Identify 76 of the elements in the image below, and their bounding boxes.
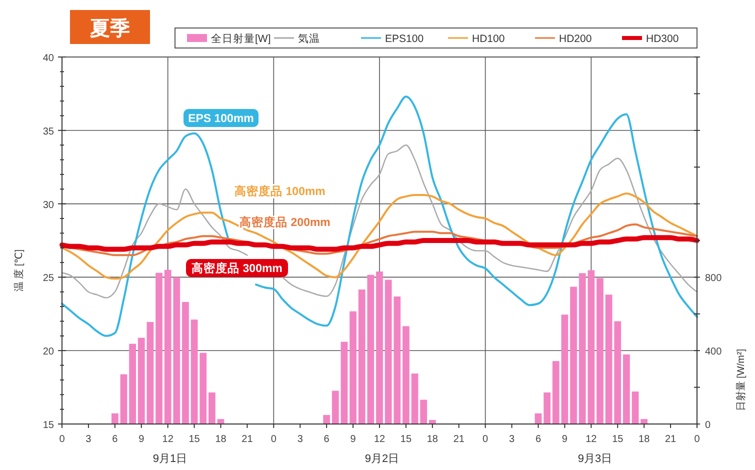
x-tick-label: 9 [562,434,568,445]
x-tick-label: 18 [215,434,227,445]
bar [156,272,162,424]
bar [182,302,189,424]
bar [138,338,145,424]
bar [552,361,560,424]
x-tick-label: 3 [297,434,304,445]
bar [561,314,568,424]
x-tick-label: 15 [400,434,412,445]
x-tick-label: 6 [535,434,542,445]
y2-tick-label: 800 [705,273,722,284]
bar [350,311,356,424]
annotation: 高密度品 300mm [192,261,282,275]
x-tick-label: 18 [426,434,438,445]
bar [376,272,383,424]
x-tick-label: 3 [509,434,516,445]
text: 9月2日 [364,453,400,465]
legend-label: HD200 [559,33,592,45]
x-tick-label: 12 [162,434,174,445]
y-tick-label: 25 [42,273,54,284]
x-tick-label: 6 [324,434,330,445]
y-tick-label: 35 [42,126,54,138]
text: 9月3日 [578,453,612,465]
y2-axis-title: 日射量 [W/m²] [735,348,747,412]
annotation: EPS 100mm [188,113,254,125]
x-tick-label: 12 [374,434,386,445]
bar [146,322,154,424]
bar [605,294,612,424]
bar [190,320,198,424]
x-tick-label: 21 [453,434,465,445]
y-tick-label: 15 [42,420,54,431]
bar [632,392,639,424]
x-tick-label: 15 [612,434,624,445]
y-axis-title: 温 度 [℃] [13,249,25,292]
bar [411,374,418,424]
bar [640,419,648,424]
bar [340,342,348,424]
y-tick-label: 20 [42,346,54,358]
y2-tick-label: 400 [705,346,722,358]
legend-label: EPS100 [385,33,424,45]
x-tick-label: 18 [638,434,650,445]
bar [200,352,207,424]
x-tick-label: 0 [482,434,489,445]
y-tick-label: 40 [42,53,54,64]
y-tick-label: 30 [42,200,54,211]
legend-label: HD100 [472,33,505,45]
x-tick-label: 21 [664,434,677,445]
y2-tick-label: 0 [705,420,711,431]
x-tick-label: 12 [586,434,598,445]
bar [596,278,604,424]
bar [570,286,577,424]
bar [332,390,339,424]
bar [420,400,428,424]
bar [323,415,330,424]
x-tick-label: 0 [270,434,277,445]
bar [614,321,622,424]
bar [120,374,128,424]
legend-label: HD300 [646,33,679,45]
x-tick-label: 3 [86,434,92,445]
x-tick-label: 21 [242,434,254,445]
x-tick-label: 9 [350,434,356,445]
bar [111,413,118,424]
bar [402,326,410,424]
legend-label: 気温 [298,33,320,45]
bar [129,344,136,424]
bar [208,392,216,424]
x-tick-label: 0 [694,434,700,445]
x-tick-label: 0 [59,434,66,445]
chart-title: 夏季 [89,17,130,40]
text: 9月1日 [152,453,188,465]
x-tick-label: 9 [138,434,145,445]
legend-label: 全日射量[W] [211,32,271,45]
x-tick-label: 15 [188,434,200,445]
x-tick-label: 6 [112,434,118,445]
bar [623,354,630,424]
bar [544,392,551,424]
